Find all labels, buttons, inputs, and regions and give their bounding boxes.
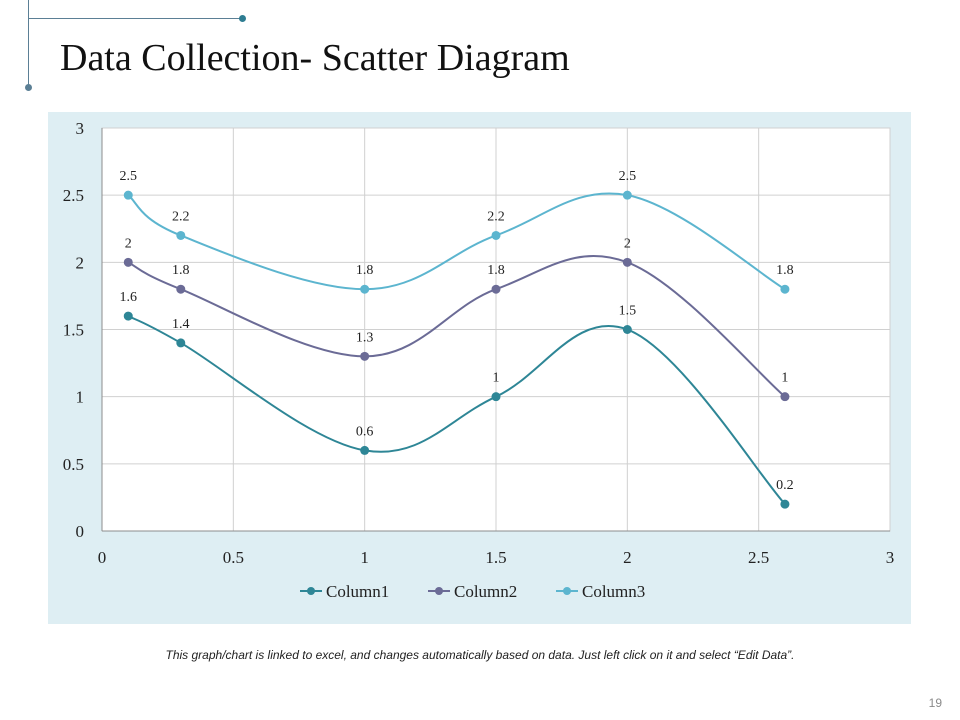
data-point-column2 [491, 284, 501, 294]
scatter-chart[interactable]: 0 0.5 1 1.5 2 2.5 3 0 0.5 1 1.5 2 2.5 3 1.6 1.4 0.6 1 1.5 0… [48, 112, 911, 624]
data-point-column1 [360, 445, 370, 455]
decorative-vertical-line [28, 0, 29, 88]
y-tick-label: 2 [76, 253, 85, 272]
data-label-column2: 2 [624, 236, 631, 251]
y-tick-label: 0 [76, 522, 85, 541]
data-label-column1: 1.4 [172, 317, 190, 332]
x-tick-label: 3 [886, 548, 895, 567]
x-tick-label: 0 [98, 548, 107, 567]
data-point-column3 [176, 230, 186, 240]
data-label-column3: 1.8 [776, 263, 794, 278]
data-point-column1 [780, 499, 790, 509]
data-label-column2: 1.8 [487, 263, 505, 278]
decorative-dot-right [239, 15, 246, 22]
data-point-column3 [622, 190, 632, 200]
data-point-column2 [123, 257, 133, 267]
legend-marker-column3 [563, 587, 571, 595]
data-label-column3: 1.8 [356, 263, 374, 278]
data-label-column2: 1.3 [356, 330, 374, 345]
data-point-column1 [123, 311, 133, 321]
legend-label-column2: Column2 [454, 582, 517, 601]
decorative-horizontal-line [28, 18, 242, 19]
y-tick-label: 3 [76, 119, 85, 138]
data-point-column2 [780, 392, 790, 402]
footnote: This graph/chart is linked to excel, and… [165, 648, 795, 662]
series-line-column2 [127, 254, 786, 398]
data-label-column1: 1 [493, 371, 500, 386]
data-point-column3 [360, 284, 370, 294]
x-tick-label: 1 [360, 548, 369, 567]
slide-title: Data Collection- Scatter Diagram [60, 37, 570, 79]
data-point-column2 [360, 351, 370, 361]
data-point-column3 [780, 284, 790, 294]
data-label-column1: 0.6 [356, 424, 374, 439]
chart-area[interactable]: 0 0.5 1 1.5 2 2.5 3 0 0.5 1 1.5 2 2.5 3 1.6 1.4 0.6 1 1.5 0… [48, 112, 911, 624]
legend-label-column3: Column3 [582, 582, 645, 601]
data-label-column3: 2.2 [172, 209, 190, 224]
x-tick-label: 2.5 [748, 548, 769, 567]
y-tick-label: 1 [76, 388, 85, 407]
data-point-column2 [622, 257, 632, 267]
data-label-column3: 2.5 [120, 169, 137, 184]
data-label-column1: 1.5 [619, 304, 637, 319]
data-label-column3: 2.5 [619, 169, 637, 184]
data-point-column1 [491, 392, 501, 402]
data-point-column3 [491, 230, 501, 240]
data-point-column1 [622, 325, 632, 334]
page-number: 19 [928, 696, 942, 710]
data-point-column3 [123, 190, 133, 200]
legend-label-column1: Column1 [326, 582, 389, 601]
x-tick-label: 2 [623, 548, 632, 567]
y-tick-label: 0.5 [63, 455, 84, 474]
series-line-column1 [127, 315, 786, 505]
data-label-column2: 1 [781, 371, 788, 386]
x-tick-label: 1.5 [485, 548, 506, 567]
data-label-column1: 0.2 [776, 478, 794, 493]
data-label-column3: 2.2 [487, 209, 505, 224]
data-label-column2: 2 [125, 236, 132, 251]
data-point-column1 [176, 338, 186, 348]
x-tick-label: 0.5 [223, 548, 244, 567]
legend-marker-column2 [435, 587, 443, 595]
decorative-dot-bottom [25, 84, 32, 91]
data-label-column2: 1.8 [172, 263, 190, 278]
y-tick-label: 1.5 [63, 321, 84, 340]
data-label-column1: 1.6 [120, 290, 137, 305]
legend-marker-column1 [307, 587, 315, 595]
y-tick-label: 2.5 [63, 186, 84, 205]
data-point-column2 [176, 284, 186, 294]
